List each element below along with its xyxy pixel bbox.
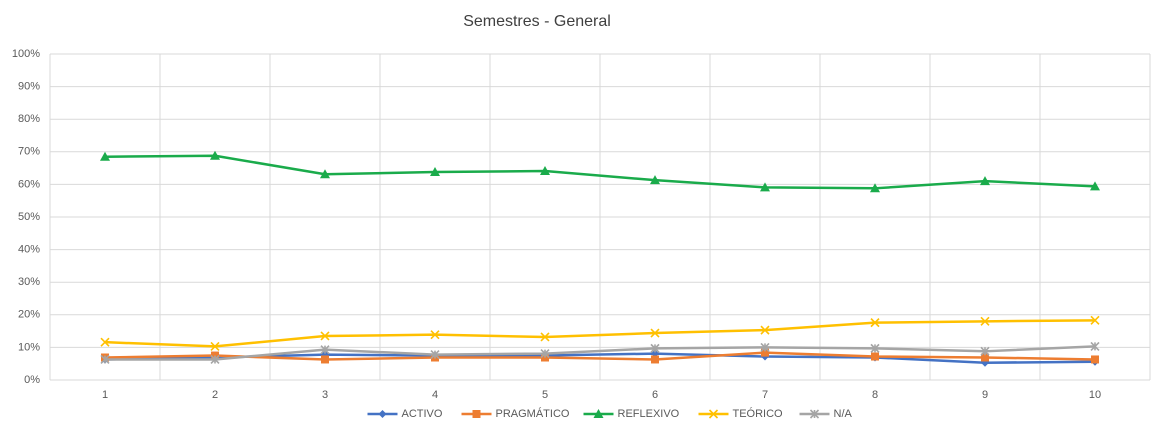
marker <box>430 350 440 360</box>
y-tick-label: 50% <box>18 211 40 223</box>
marker <box>870 183 880 193</box>
marker <box>761 348 769 357</box>
y-tick-label: 80% <box>18 113 40 125</box>
legend-item: REFLEXIVO <box>583 408 680 420</box>
marker <box>320 169 330 179</box>
marker <box>540 166 550 176</box>
series-line <box>104 352 1096 364</box>
legend-label: TEÓRICO <box>733 407 784 420</box>
marker <box>650 343 660 353</box>
marker <box>1090 341 1100 351</box>
legend-item: PRAGMÁTICO <box>461 407 570 420</box>
x-tick-label: 4 <box>432 389 438 401</box>
y-tick-label: 70% <box>18 146 40 158</box>
x-tick-label: 1 <box>102 389 108 401</box>
marker <box>650 175 660 185</box>
marker <box>980 346 990 356</box>
marker <box>210 354 220 365</box>
y-tick-label: 40% <box>18 244 40 256</box>
x-tick-label: 6 <box>652 389 658 401</box>
marker <box>100 337 110 347</box>
marker <box>708 409 719 419</box>
y-tick-label: 30% <box>18 276 40 288</box>
marker <box>210 150 220 160</box>
x-tick-label: 8 <box>872 389 878 401</box>
marker <box>472 410 481 418</box>
series-line <box>105 345 1096 361</box>
series-line <box>104 154 1096 190</box>
marker <box>593 409 604 418</box>
y-tick-label: 10% <box>18 341 40 353</box>
legend-label: REFLEXIVO <box>618 408 680 420</box>
marker <box>871 352 879 361</box>
marker <box>980 176 990 186</box>
y-tick-label: 0% <box>24 374 40 386</box>
marker <box>760 182 770 192</box>
marker <box>321 355 329 364</box>
x-tick-label: 10 <box>1089 389 1101 401</box>
marker <box>1090 315 1100 325</box>
marker <box>540 332 550 342</box>
marker <box>760 325 770 335</box>
legend-label: ACTIVO <box>402 408 443 420</box>
marker <box>809 409 820 419</box>
legend-item: TEÓRICO <box>698 407 784 420</box>
marker <box>760 342 770 352</box>
legend-item: N/A <box>799 408 853 420</box>
x-tick-label: 2 <box>212 389 218 401</box>
marker <box>650 328 660 338</box>
marker <box>320 331 330 341</box>
y-tick-label: 90% <box>18 81 40 93</box>
marker <box>100 151 110 161</box>
marker <box>651 355 659 364</box>
marker <box>210 341 220 351</box>
marker <box>1090 181 1100 191</box>
marker <box>870 318 880 328</box>
legend-item: ACTIVO <box>367 408 443 420</box>
marker <box>100 354 110 365</box>
legend-label: N/A <box>834 408 853 420</box>
marker <box>320 345 330 355</box>
marker <box>430 167 440 177</box>
marker <box>430 330 440 340</box>
marker <box>1091 355 1099 364</box>
marker <box>980 316 990 326</box>
x-tick-label: 7 <box>762 389 768 401</box>
marker <box>540 349 550 359</box>
marker <box>378 410 387 418</box>
marker <box>870 343 880 353</box>
x-tick-label: 9 <box>982 389 988 401</box>
chart-title: Semestres - General <box>463 13 611 30</box>
series-line <box>104 351 1096 361</box>
marker <box>981 353 989 362</box>
y-tick-label: 100% <box>12 48 40 60</box>
legend-label: PRAGMÁTICO <box>496 407 570 420</box>
y-tick-label: 20% <box>18 309 40 321</box>
x-tick-label: 3 <box>322 389 328 401</box>
series-line <box>104 319 1096 348</box>
x-tick-label: 5 <box>542 389 548 401</box>
y-tick-label: 60% <box>18 178 40 190</box>
